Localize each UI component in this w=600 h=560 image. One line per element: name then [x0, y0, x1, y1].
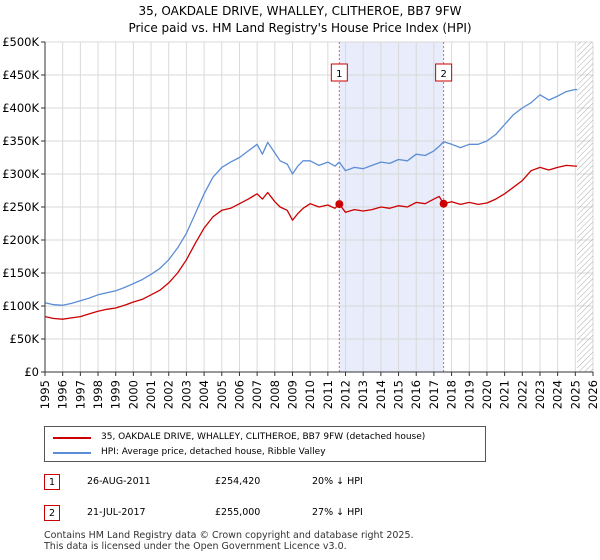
x-tick-label-14: 2009 — [285, 380, 299, 409]
x-tick-label-3: 1998 — [91, 380, 105, 409]
sale-badge-2: 2 — [44, 505, 60, 521]
x-tick-label-19: 2014 — [374, 380, 388, 409]
x-tick-label-0: 1995 — [38, 380, 52, 409]
y-tick-label-5: £250K — [2, 200, 39, 214]
x-tick-label-4: 1999 — [109, 380, 123, 409]
x-tick-label-28: 2023 — [533, 380, 547, 409]
x-tick-label-22: 2017 — [427, 380, 441, 409]
x-tick-label-29: 2024 — [551, 380, 565, 409]
y-tick-label-2: £100K — [2, 299, 39, 313]
sale-hpi-2: 27% ↓ HPI — [312, 507, 363, 518]
legend-label-hpi: HPI: Average price, detached house, Ribb… — [101, 447, 326, 457]
x-tick-label-9: 2004 — [197, 380, 211, 409]
chart-title: 35, OAKDALE DRIVE, WHALLEY, CLITHEROE, B… — [0, 3, 600, 37]
x-tick-label-30: 2025 — [568, 380, 582, 409]
x-tick-label-10: 2005 — [215, 380, 229, 409]
x-tick-label-17: 2012 — [339, 380, 353, 409]
footer-line-1: Contains HM Land Registry data © Crown c… — [44, 530, 414, 541]
x-tick-label-26: 2021 — [498, 380, 512, 409]
x-tick-label-16: 2011 — [321, 380, 335, 409]
footer-line-2: This data is licensed under the Open Gov… — [44, 540, 347, 552]
legend-swatch-hpi — [53, 452, 91, 454]
legend-label-property: 35, OAKDALE DRIVE, WHALLEY, CLITHEROE, B… — [101, 432, 426, 442]
sale-date-1: 26-AUG-2011 — [87, 476, 151, 487]
sale-badge-1: 1 — [44, 474, 60, 490]
x-tick-label-2: 1997 — [73, 380, 87, 409]
y-tick-label-8: £400K — [2, 101, 39, 115]
property-price-line — [44, 164, 578, 320]
y-tick-label-1: £50K — [10, 332, 40, 346]
x-tick-label-11: 2006 — [232, 380, 246, 409]
x-tick-label-18: 2013 — [356, 380, 370, 409]
y-tick-label-9: £450K — [2, 68, 39, 82]
y-tick-label-4: £200K — [2, 233, 39, 247]
chart-badge-box-2 — [435, 63, 453, 82]
sale-point-2 — [439, 199, 448, 208]
x-tick-label-23: 2018 — [445, 380, 459, 409]
sale-hpi-1: 20% ↓ HPI — [312, 476, 363, 487]
sale-price-2: £255,000 — [215, 507, 261, 518]
chart-badge-label-2: 2 — [440, 69, 446, 80]
sale-price-1: £254,420 — [215, 476, 261, 487]
future-hatch — [577, 42, 593, 372]
title-line-1: 35, OAKDALE DRIVE, WHALLEY, CLITHEROE, B… — [138, 4, 462, 18]
x-tick-label-7: 2002 — [162, 380, 176, 409]
chart-badge-box-1 — [330, 63, 348, 82]
legend-swatch-property — [53, 437, 91, 439]
sale-date-2: 21-JUL-2017 — [87, 507, 146, 518]
x-tick-label-1: 1996 — [56, 380, 70, 409]
x-tick-label-13: 2008 — [268, 380, 282, 409]
x-tick-label-21: 2016 — [409, 380, 423, 409]
x-tick-label-31: 2026 — [586, 380, 600, 409]
x-tick-label-5: 2000 — [126, 380, 140, 409]
price-chart: £0 £50K £100K £150K £200K £250K £300K £350K £400… — [2, 35, 600, 409]
chart-badge-label-1: 1 — [336, 69, 342, 80]
footer: Contains HM Land Registry data © Crown c… — [44, 530, 594, 552]
x-tick-label-15: 2010 — [303, 380, 317, 409]
x-tick-label-25: 2020 — [480, 380, 494, 409]
x-tick-label-24: 2019 — [462, 380, 476, 409]
y-tick-label-6: £300K — [2, 167, 39, 181]
x-tick-label-12: 2007 — [250, 380, 264, 409]
hpi-line — [44, 88, 578, 306]
x-tick-label-6: 2001 — [144, 380, 158, 409]
y-tick-label-7: £350K — [2, 134, 39, 148]
y-tick-label-0: £0 — [24, 365, 39, 379]
x-tick-label-20: 2015 — [392, 380, 406, 409]
sale-point-1 — [335, 200, 344, 209]
y-tick-label-3: £150K — [2, 266, 39, 280]
x-tick-label-27: 2022 — [515, 380, 529, 409]
x-tick-label-8: 2003 — [179, 380, 193, 409]
title-line-2: Price paid vs. HM Land Registry's House … — [128, 21, 472, 35]
y-tick-label-10: £500K — [2, 35, 39, 49]
chart-legend: 35, OAKDALE DRIVE, WHALLEY, CLITHEROE, B… — [44, 426, 486, 462]
